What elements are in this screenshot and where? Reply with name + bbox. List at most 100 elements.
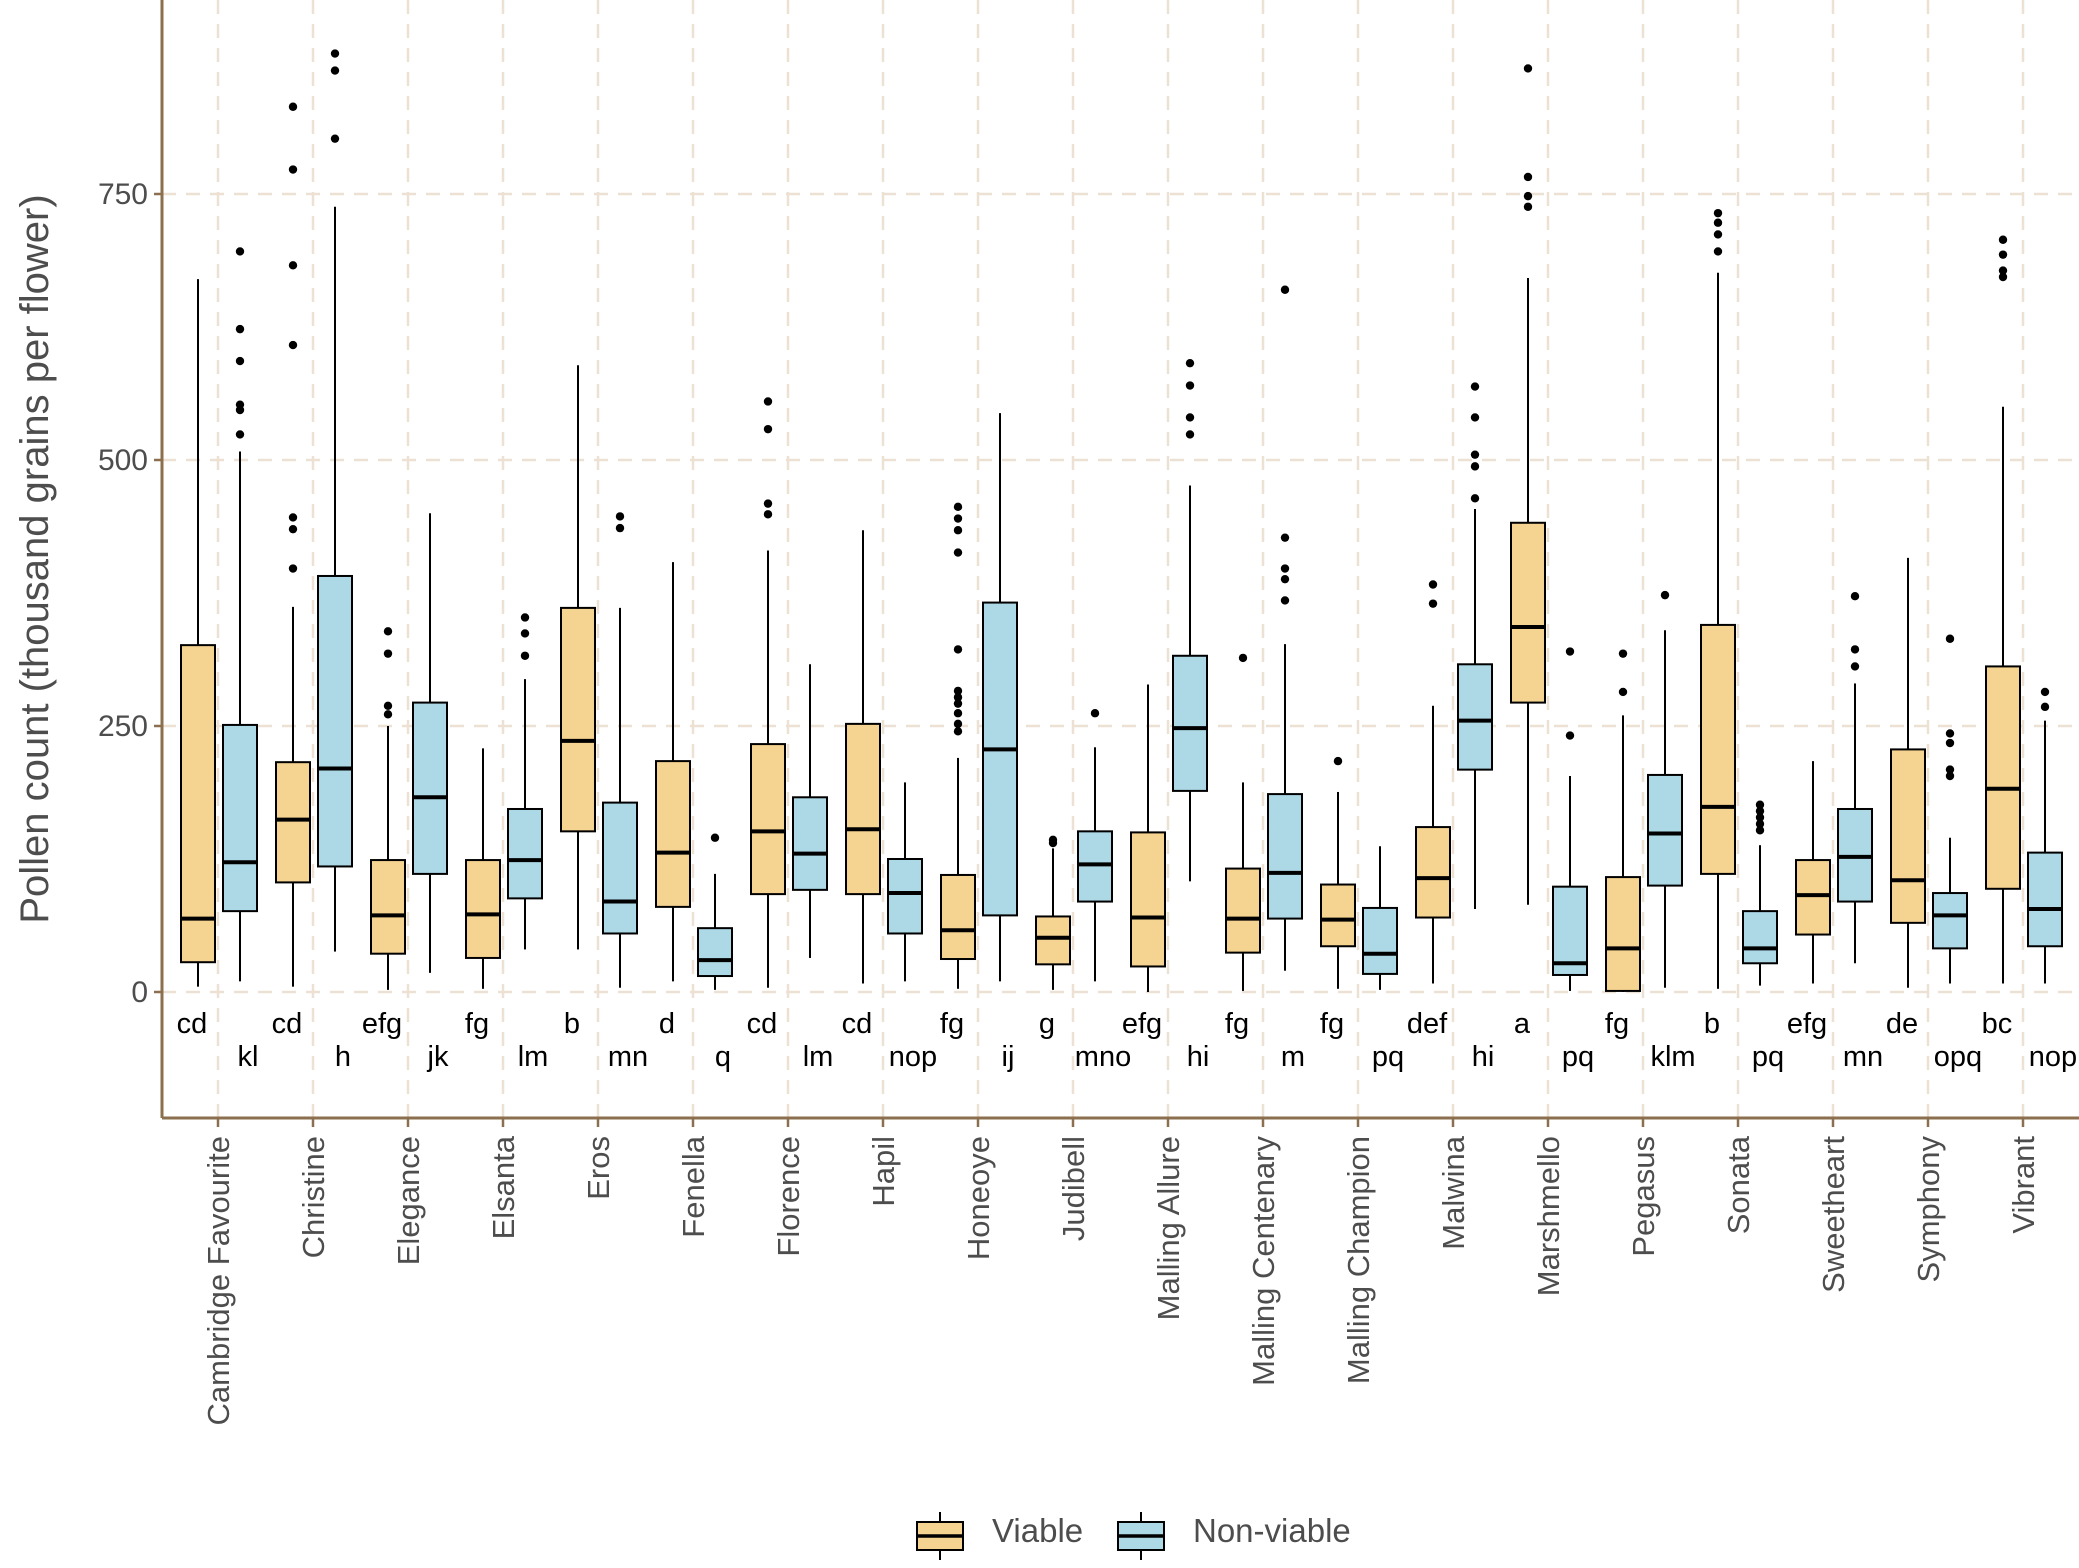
outlier-point <box>1280 596 1290 605</box>
outlier-point <box>953 514 963 523</box>
box-nonviable-sonata <box>1742 800 1778 986</box>
outlier-point <box>1333 756 1343 766</box>
x-tick-label: Malling Allure <box>1151 1136 1186 1320</box>
x-tick-label: Marshmello <box>1531 1136 1566 1296</box>
box-nonviable-eros <box>602 512 638 988</box>
outlier-point <box>1470 382 1480 391</box>
iqr-box <box>750 743 786 896</box>
iqr-box <box>1267 793 1303 920</box>
x-tick-label: Eros <box>581 1136 616 1200</box>
box-viable-elsanta <box>465 748 501 989</box>
outlier-point <box>1565 647 1575 656</box>
iqr-box <box>465 859 501 959</box>
legend-key-non-viable <box>1117 1512 1165 1560</box>
box-viable-malling-allure <box>1130 684 1166 992</box>
outlier-point <box>1185 358 1195 368</box>
letter-label-nonviable: mn <box>608 1041 648 1073</box>
outlier-point <box>383 627 393 636</box>
letter-label-nonviable: pq <box>1372 1041 1404 1073</box>
box-nonviable-honeoye <box>982 413 1018 982</box>
iqr-box <box>412 701 448 875</box>
box-nonviable-malling-champion <box>1362 846 1398 990</box>
box-viable-sweetheart <box>1795 761 1831 984</box>
iqr-box <box>1647 773 1683 887</box>
box-viable-judibell <box>1035 835 1071 990</box>
box-viable-symphony <box>1890 557 1926 988</box>
iqr-box <box>1457 663 1493 771</box>
iqr-box <box>275 761 311 884</box>
letter-label-nonviable: lm <box>518 1041 549 1073</box>
x-tick-label: Malwina <box>1436 1135 1471 1249</box>
outlier-point <box>615 512 625 521</box>
iqr-box <box>1320 883 1356 948</box>
iqr-box <box>180 644 216 964</box>
letter-label-nonviable: kl <box>238 1041 259 1073</box>
outlier-point <box>953 502 963 512</box>
iqr-box <box>982 601 1018 917</box>
outlier-point <box>1998 235 2008 244</box>
letter-label-viable: fg <box>1320 1008 1344 1040</box>
outlier-point <box>288 165 298 174</box>
outlier-point <box>763 510 773 519</box>
box-nonviable-pegasus <box>1647 590 1683 988</box>
iqr-box <box>317 574 353 868</box>
x-tick-label: Fenella <box>676 1135 711 1237</box>
box-viable-malwina <box>1415 580 1451 984</box>
box-nonviable-christine <box>317 49 353 952</box>
letter-label-viable: b <box>1704 1008 1720 1040</box>
outlier-point <box>288 102 298 111</box>
letter-label-viable: cd <box>177 1008 208 1040</box>
x-tick-label: Florence <box>771 1136 806 1257</box>
outlier-point <box>1280 285 1290 294</box>
outlier-point <box>763 397 773 406</box>
x-tick-label: Pegasus <box>1626 1136 1661 1257</box>
box-nonviable-elegance <box>412 513 448 973</box>
box-viable-sonata <box>1700 208 1736 989</box>
axis-layer: 0 250 500 750 Cambridge Favourite Christine El… <box>98 0 2079 1425</box>
x-tick-label: Symphony <box>1911 1136 1946 1283</box>
iqr-box <box>887 858 923 935</box>
outlier-point <box>1523 172 1533 182</box>
letter-label-viable: fg <box>940 1008 964 1040</box>
outlier-point <box>1755 806 1765 816</box>
outlier-point <box>953 699 963 708</box>
box-nonviable-malling-centenary <box>1267 285 1303 971</box>
iqr-box <box>1985 665 2021 890</box>
box-layer <box>180 49 2063 992</box>
letter-label-viable: g <box>1039 1008 1055 1040</box>
iqr-box <box>1415 826 1451 919</box>
outlier-point <box>288 513 298 522</box>
iqr-box <box>697 927 733 978</box>
outlier-point <box>1185 430 1195 439</box>
outlier-point <box>330 49 340 58</box>
outlier-point <box>1713 230 1723 239</box>
x-tick-label: Hapil <box>866 1136 901 1207</box>
outlier-point <box>235 356 245 366</box>
outlier-point <box>1755 826 1765 835</box>
iqr-box <box>1700 623 1736 875</box>
legend-key-viable <box>916 1512 964 1560</box>
outlier-point <box>520 613 530 622</box>
outlier-point <box>1280 564 1290 573</box>
outlier-point <box>1755 800 1765 809</box>
iqr-box <box>1362 906 1398 975</box>
outlier-point <box>1713 218 1723 227</box>
letter-label-nonviable: mno <box>1075 1041 1131 1073</box>
box-nonviable-hapil <box>887 782 923 982</box>
outlier-point <box>1090 709 1100 718</box>
letter-label-nonviable: hi <box>1472 1041 1495 1073</box>
x-tick-label: Vibrant <box>2006 1136 2041 1234</box>
iqr-box <box>507 807 543 900</box>
y-axis-title: Pollen count (thousand grains per flower… <box>13 194 57 923</box>
box-viable-cambridge-favourite <box>180 279 216 987</box>
letter-label-nonviable: h <box>335 1041 351 1073</box>
outlier-point <box>235 430 245 439</box>
legend-label-non-viable: Non-viable <box>1193 1512 1351 1549</box>
x-tick-label: Sonata <box>1721 1135 1756 1234</box>
outlier-point <box>1945 738 1955 748</box>
letter-label-viable: b <box>564 1008 580 1040</box>
outlier-point <box>520 651 530 660</box>
legend: Viable Non-viable <box>916 1512 1351 1560</box>
letter-label-nonviable: nop <box>889 1041 937 1073</box>
